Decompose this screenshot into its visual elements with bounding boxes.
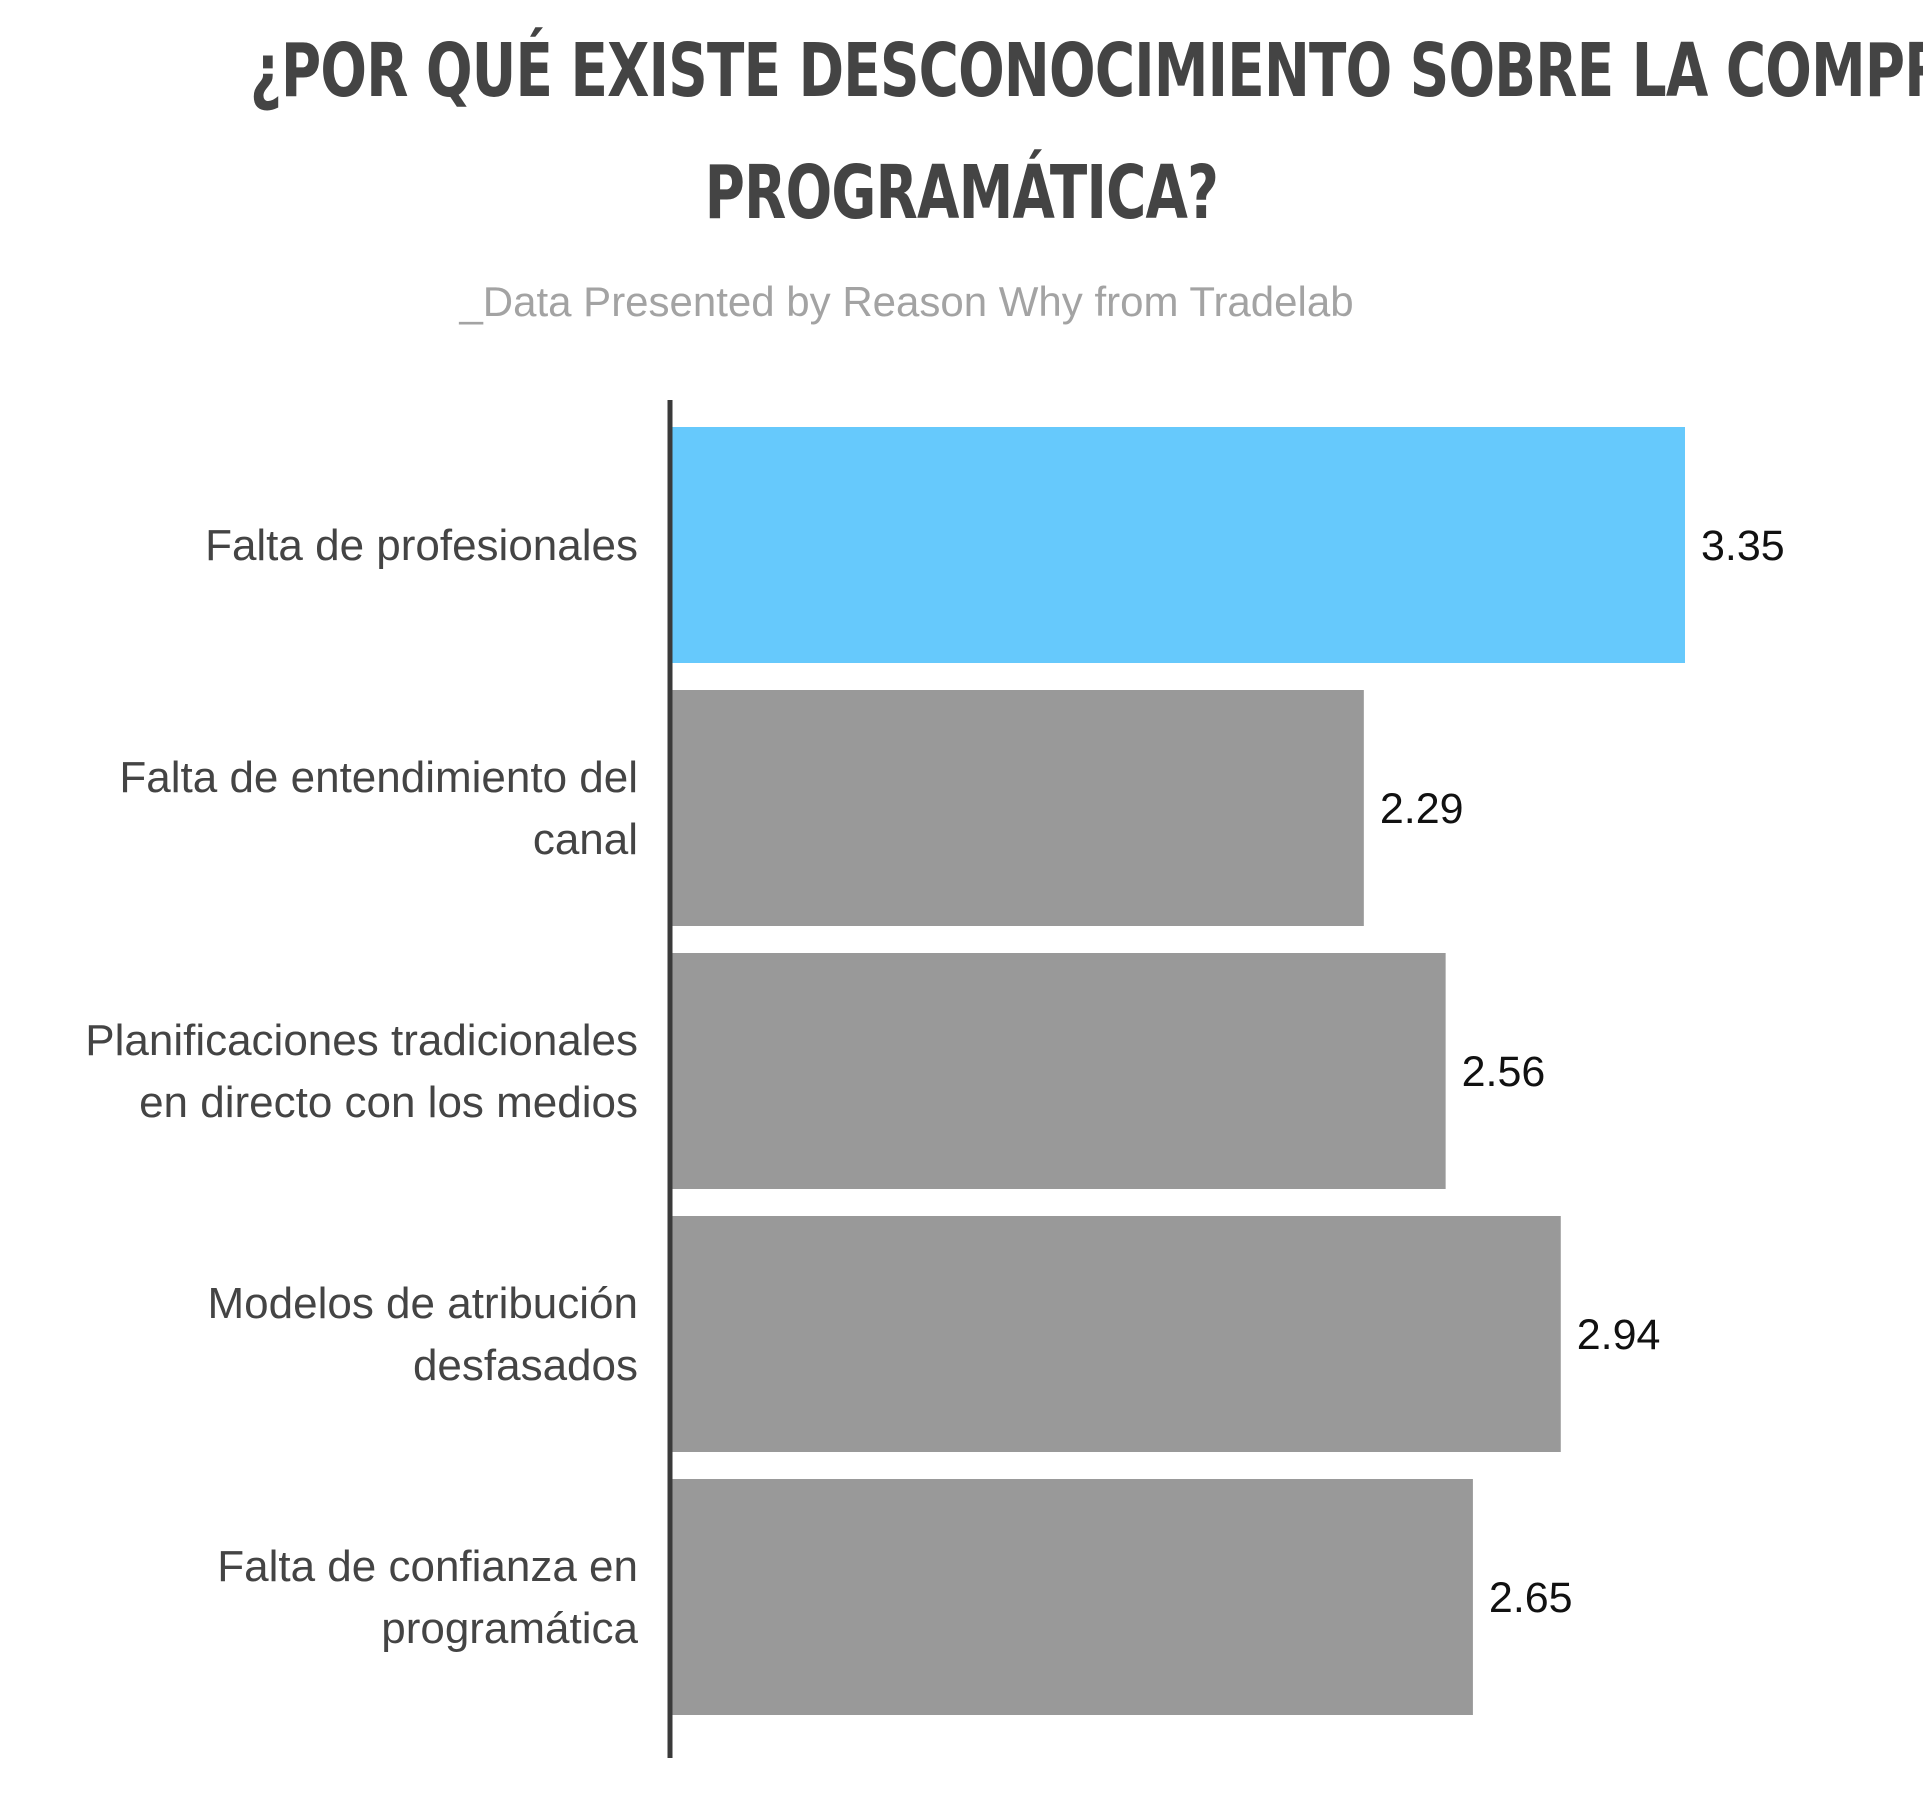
chart-title-line-2: PROGRAMÁTICA?	[704, 150, 1219, 236]
bar-2	[670, 953, 1446, 1189]
chart-title: ¿POR QUÉ EXISTE DESCONOCIMIENTO SOBRE LA…	[249, 10, 1923, 254]
bar-1	[670, 690, 1364, 926]
value-label-4: 2.65	[1489, 1574, 1573, 1622]
category-label-3: Modelos de atribución desfasados	[208, 1279, 638, 1390]
category-label-1: Falta de entendimiento del canal	[119, 753, 638, 864]
category-label-4: Falta de confianza en programática	[217, 1542, 638, 1653]
value-label-0: 3.35	[1701, 522, 1785, 570]
chart-subtitle: _Data Presented by Reason Why from Trade…	[459, 278, 1354, 325]
category-label-2: Planificaciones tradicionales en directo …	[85, 1016, 638, 1127]
value-label-2: 2.56	[1462, 1048, 1546, 1096]
chart-title-line-1: ¿POR QUÉ EXISTE DESCONOCIMIENTO SOBRE LA…	[249, 28, 1923, 114]
category-label-0: Falta de profesionales	[205, 521, 638, 570]
bar-0	[670, 427, 1685, 663]
value-label-3: 2.94	[1577, 1311, 1661, 1359]
bar-4	[670, 1479, 1473, 1715]
value-label-1: 2.29	[1380, 785, 1464, 833]
bar-3	[670, 1216, 1561, 1452]
